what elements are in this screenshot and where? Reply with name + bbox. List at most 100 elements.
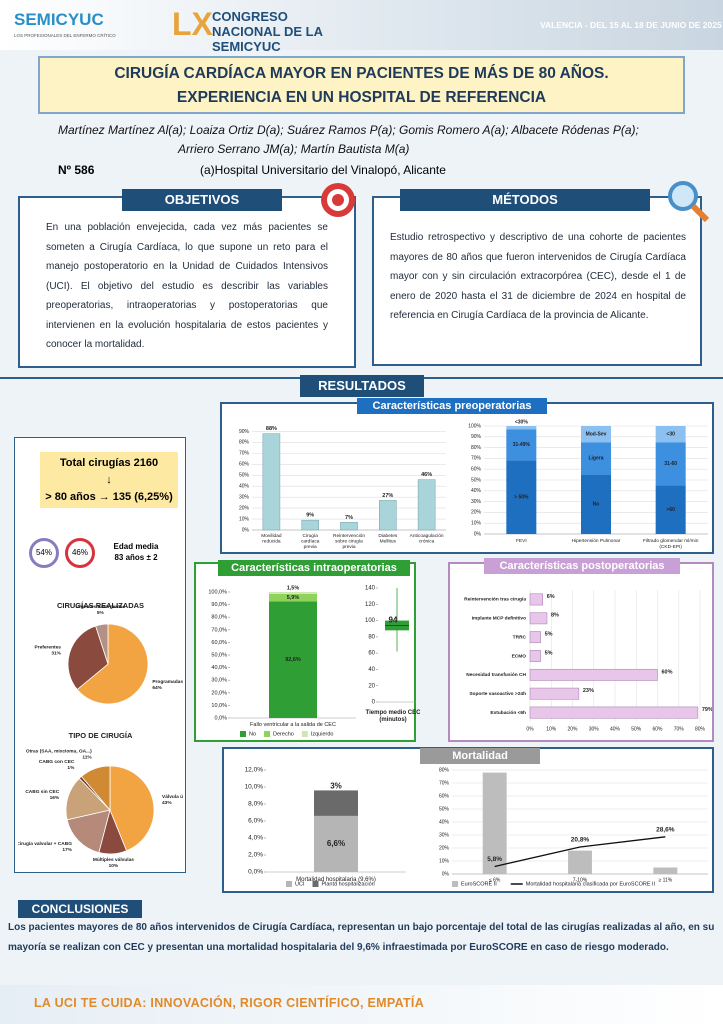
- y-tick-label: 120: [365, 602, 376, 608]
- y-tick-label: Implante MCP definitivo: [472, 616, 526, 622]
- pie-slice: [66, 809, 111, 854]
- bar: [340, 522, 358, 531]
- x-tick-label: ≥ 11%: [658, 877, 672, 883]
- y-tick-label: 0%: [474, 531, 482, 537]
- over80: > 80 años → 135 (6,25%): [45, 491, 173, 503]
- value-label: 7%: [345, 515, 353, 521]
- value-label: 6%: [547, 594, 555, 600]
- y-tick-label: 10%: [471, 521, 482, 527]
- y-tick-label: 6,0%: [248, 818, 263, 825]
- x-tick-label: Diabetes Mellitus: [378, 533, 398, 545]
- slice-value: 5%: [97, 610, 105, 616]
- slice-value: 16%: [50, 795, 60, 801]
- x-tick-label: 60%: [652, 726, 663, 732]
- slice-label: CABG sin CEC: [25, 789, 59, 795]
- y-tick-label: 10,0%: [211, 703, 227, 709]
- y-tick-label: 12,0%: [245, 767, 264, 774]
- y-tick-label: 60,0%: [211, 640, 227, 646]
- edition: LX: [172, 6, 213, 42]
- title-box: [38, 56, 685, 114]
- y-tick-label: 50%: [471, 477, 482, 483]
- affiliation: (a)Hospital Universitario del Vinalopó, …: [200, 163, 446, 177]
- x-tick-label: 30%: [589, 726, 600, 732]
- x-tick-label: 0%: [526, 726, 534, 732]
- x-tick-label: 40%: [610, 726, 621, 732]
- bar-segment: [269, 592, 317, 594]
- value-label: Ligera: [588, 456, 603, 462]
- value-label: 5%: [545, 650, 553, 656]
- y-tick-label: 50%: [439, 806, 450, 812]
- y-tick-label: 20,0%: [211, 690, 227, 696]
- value-label: 46%: [421, 472, 432, 478]
- chart: TIPO DE CIRUGÍA Válvula única43% Múltiples…: [18, 731, 183, 868]
- legend-swatch: [452, 881, 458, 887]
- bar: [653, 867, 678, 874]
- author-line: Martínez Martínez Al(a); Loaiza Ortiz D(…: [58, 123, 639, 137]
- pie-slice: [109, 765, 155, 852]
- chart: 0 20 40 60 80 100 120 140 94 Tiempo medio CEC (min…: [365, 586, 420, 723]
- slice-label: Urgentes-Emergentes: [75, 604, 125, 610]
- y-tick-label: 40%: [471, 488, 482, 494]
- bar-segment: [581, 442, 611, 475]
- slice-label: CABG con CEC: [39, 759, 75, 765]
- y-tick-label: Extubación <6h: [490, 710, 526, 716]
- x-tick-label: 10%: [546, 726, 557, 732]
- y-tick-label: 20: [368, 683, 375, 689]
- male-icon: 54%: [29, 538, 59, 568]
- bar: [529, 687, 580, 700]
- total: Total cirugías 2160: [59, 457, 159, 469]
- bar: [529, 612, 548, 625]
- value-label: 31-49%: [513, 442, 531, 448]
- bar: [529, 706, 699, 719]
- y-tick-label: ECMO: [512, 653, 527, 659]
- y-tick-label: 90%: [471, 434, 482, 440]
- slice-label: Programadas: [152, 679, 183, 685]
- bar: [482, 772, 507, 874]
- x-tick-label: Filtrado glomerular ml/min (CKD-EPI): [643, 538, 699, 550]
- x-tick-label: 7-10%: [573, 877, 588, 883]
- section-heading: CONCLUSIONES: [18, 900, 142, 918]
- y-tick-label: 30%: [239, 494, 250, 500]
- y-tick-label: 80: [368, 634, 375, 640]
- panel-heading: Características preoperatorias: [357, 398, 547, 414]
- objetivos-box: [18, 196, 356, 368]
- x-tick-label: Cirugía cardíaca previa: [301, 533, 320, 550]
- chart: 0% 10% 20% 30% 40% 50% 60% 70% 80% 90% 100% > 50% 31…: [468, 419, 708, 550]
- slice-value: 11%: [82, 755, 92, 761]
- bar-segment: [581, 474, 611, 534]
- y-tick-label: 40%: [239, 484, 250, 490]
- y-tick-label: 80%: [471, 445, 482, 451]
- x-tick-label: Fallo ventricular a la salida de CEC: [250, 722, 336, 728]
- chart: 0% 10% 20% 30% 40% 50% 60% 70% 80% 6% Reintervenci…: [464, 590, 712, 732]
- slice-label: Preferentes: [35, 645, 62, 651]
- bar-segment: [655, 442, 686, 486]
- value-label: 28,6%: [656, 827, 675, 834]
- value-label: > 50%: [514, 495, 529, 501]
- slice-label: Otras (SAA, mixcioma, OA...): [26, 749, 92, 755]
- title: CIRUGÍA CARDÍACA MAYOR EN PACIENTES DE M…: [38, 62, 685, 110]
- y-tick-label: 70,0%: [211, 627, 227, 633]
- y-tick-label: 80%: [239, 440, 250, 446]
- legend-label: Derecho: [273, 731, 294, 737]
- y-tick-label: 60: [368, 651, 375, 657]
- y-tick-label: 70%: [471, 456, 482, 462]
- y-tick-label: 90%: [239, 429, 250, 435]
- slice-label: Múltiples válvulas: [93, 857, 134, 863]
- section-heading: RESULTADOS: [300, 375, 424, 397]
- conclusiones-text: Los pacientes mayores de 80 años interve…: [8, 922, 715, 953]
- value-label: 9%: [306, 513, 314, 519]
- section-heading: MÉTODOS: [400, 189, 650, 211]
- value-label: 1,5%: [287, 585, 300, 591]
- mortality-panel: [222, 747, 714, 893]
- pie-slice: [65, 777, 111, 821]
- y-tick-label: 30%: [471, 499, 482, 505]
- value-label: 5,9%: [287, 595, 300, 601]
- value-label: No: [593, 502, 600, 508]
- x-tick-label: 80%: [695, 726, 706, 732]
- pie-slice: [95, 623, 109, 665]
- target-icon: [321, 183, 355, 217]
- value-label: Mod-Sev: [586, 431, 607, 437]
- legend-swatch: [286, 881, 292, 887]
- y-tick-label: 40,0%: [211, 665, 227, 671]
